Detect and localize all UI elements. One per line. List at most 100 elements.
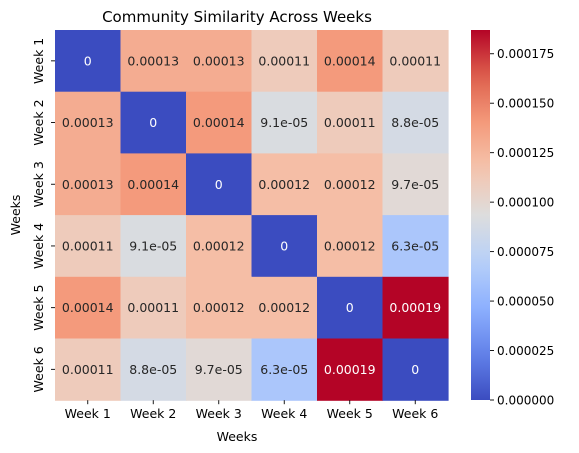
x-tick-label-1: Week 1 <box>65 406 111 421</box>
cell-label-r5-c4: 0.00012 <box>258 300 310 315</box>
colorbar-tick-label-5: 0.000100 <box>497 196 554 210</box>
cell-label-r5-c6: 0.00019 <box>389 300 441 315</box>
x-tick-label-5: Week 5 <box>327 406 373 421</box>
cell-label-r6-c4: 6.3e-05 <box>260 362 308 377</box>
y-tick-label-3: Week 3 <box>31 161 46 207</box>
heatmap-cell-r5-c5 <box>317 276 384 340</box>
x-tick-label-2: Week 2 <box>130 406 176 421</box>
colorbar-tick-label-6: 0.000125 <box>497 146 554 160</box>
x-tick-label-3: Week 3 <box>196 406 242 421</box>
cell-label-r1-c4: 0.00011 <box>258 53 310 68</box>
heatmap-cell-r2-c5 <box>317 91 384 154</box>
heatmap-cell-r6-c1 <box>55 338 122 401</box>
cell-label-r3-c4: 0.00012 <box>258 177 310 192</box>
heatmap-cell-r5-c2 <box>120 276 187 340</box>
heatmap-cell-r5-c4 <box>251 276 318 340</box>
cell-label-r4-c4: 0 <box>280 238 288 253</box>
cell-label-r2-c3: 0.00014 <box>193 115 245 130</box>
heatmap-cell-r2-c3 <box>186 91 253 154</box>
x-axis: Week 1 Week 2 Week 3 Week 4 Week 5 Week 6 <box>65 400 438 421</box>
cell-label-r3-c1: 0.00013 <box>62 177 114 192</box>
heatmap-cell-r5-c1 <box>55 276 122 340</box>
cell-label-r4-c5: 0.00012 <box>324 238 376 253</box>
cell-label-r6-c1: 0.00011 <box>62 362 114 377</box>
y-tick-label-4: Week 4 <box>31 223 46 269</box>
heatmap-cell-r4-c2 <box>120 215 187 278</box>
cell-label-r2-c6: 8.8e-05 <box>391 115 439 130</box>
cell-label-r1-c1: 0 <box>84 53 92 68</box>
cell-label-r5-c2: 0.00011 <box>127 300 179 315</box>
heatmap-cell-r6-c3 <box>186 338 253 401</box>
cell-label-r2-c5: 0.00011 <box>324 115 376 130</box>
heatmap-cells: 0 0.00013 0.00013 0.00011 0.00014 0.00011 0.00… <box>55 30 449 401</box>
cell-label-r1-c3: 0.00013 <box>193 53 245 68</box>
x-axis-label: Weeks <box>217 429 258 444</box>
heatmap-cell-r3-c4 <box>251 153 318 216</box>
heatmap-cell-r2-c1 <box>55 91 122 154</box>
cell-label-r6-c6: 0 <box>411 362 419 377</box>
cell-label-r1-c5: 0.00014 <box>324 53 376 68</box>
heatmap-cell-r6-c6 <box>382 338 449 401</box>
x-tick-label-6: Week 6 <box>392 406 438 421</box>
heatmap-cell-r4-c1 <box>55 215 122 278</box>
y-tick-label-6: Week 6 <box>31 346 46 392</box>
heatmap-cell-r3-c3 <box>186 153 253 216</box>
colorbar <box>471 30 490 400</box>
heatmap-cell-r1-c2 <box>120 30 187 93</box>
colorbar-tick-label-1: 0.000000 <box>497 394 554 408</box>
heatmap-cell-r3-c5 <box>317 153 384 216</box>
heatmap-cell-r1-c3 <box>186 30 253 93</box>
cell-label-r6-c5: 0.00019 <box>324 362 376 377</box>
cell-label-r3-c3: 0 <box>215 177 223 192</box>
colorbar-tick-label-4: 0.000075 <box>497 245 554 259</box>
cell-label-r1-c6: 0.00011 <box>389 53 441 68</box>
cell-label-r4-c2: 9.1e-05 <box>129 238 177 253</box>
cell-label-r5-c5: 0 <box>346 300 354 315</box>
y-tick-label-1: Week 1 <box>31 38 46 84</box>
x-tick-label-4: Week 4 <box>261 406 307 421</box>
heatmap-cell-r4-c5 <box>317 215 384 278</box>
heatmap-cell-r5-c3 <box>186 276 253 340</box>
y-axis: Week 1 Week 2 Week 3 Week 4 Week 5 Week 6 <box>31 38 55 392</box>
colorbar-tick-label-2: 0.000025 <box>497 344 554 358</box>
cell-label-r1-c2: 0.00013 <box>127 53 179 68</box>
heatmap-cell-r2-c2 <box>120 91 187 154</box>
cell-label-r4-c3: 0.00012 <box>193 238 245 253</box>
colorbar-tick-label-8: 0.000175 <box>497 47 554 61</box>
heatmap-cell-r4-c6 <box>382 215 449 278</box>
cell-label-r3-c6: 9.7e-05 <box>391 177 439 192</box>
cell-label-r6-c3: 9.7e-05 <box>195 362 243 377</box>
chart-title: Community Similarity Across Weeks <box>102 8 372 26</box>
heatmap-cell-r6-c2 <box>120 338 187 401</box>
cell-label-r5-c3: 0.00012 <box>193 300 245 315</box>
heatmap-cell-r1-c6 <box>382 30 449 93</box>
y-axis-label: Weeks <box>8 195 23 236</box>
heatmap-cell-r1-c1 <box>55 30 122 93</box>
cell-label-r4-c1: 0.00011 <box>62 238 114 253</box>
cell-label-r3-c2: 0.00014 <box>127 177 179 192</box>
heatmap-cell-r3-c2 <box>120 153 187 216</box>
cell-label-r2-c4: 9.1e-05 <box>260 115 308 130</box>
heatmap-cell-r3-c1 <box>55 153 122 216</box>
heatmap-cell-r2-c6 <box>382 91 449 154</box>
heatmap-cell-r1-c5 <box>317 30 384 93</box>
y-tick-label-5: Week 5 <box>31 285 46 331</box>
cell-label-r2-c1: 0.00013 <box>62 115 114 130</box>
colorbar-tick-label-7: 0.000150 <box>497 97 554 111</box>
heatmap-cell-r5-c6 <box>382 276 449 340</box>
colorbar-tick-label-3: 0.000050 <box>497 295 554 309</box>
heatmap-cell-r6-c4 <box>251 338 318 401</box>
colorbar-ticks: 0.000000 0.000025 0.000050 0.000075 0.000100… <box>490 47 554 408</box>
heatmap-cell-r3-c6 <box>382 153 449 216</box>
y-tick-label-2: Week 2 <box>31 99 46 145</box>
cell-label-r5-c1: 0.00014 <box>62 300 114 315</box>
cell-label-r4-c6: 6.3e-05 <box>391 238 439 253</box>
heatmap-cell-r1-c4 <box>251 30 318 93</box>
heatmap-cell-r4-c3 <box>186 215 253 278</box>
heatmap-cell-r2-c4 <box>251 91 318 154</box>
cell-label-r3-c5: 0.00012 <box>324 177 376 192</box>
cell-label-r2-c2: 0 <box>149 115 157 130</box>
heatmap-cell-r6-c5 <box>317 338 384 401</box>
heatmap-cell-r4-c4 <box>251 215 318 278</box>
